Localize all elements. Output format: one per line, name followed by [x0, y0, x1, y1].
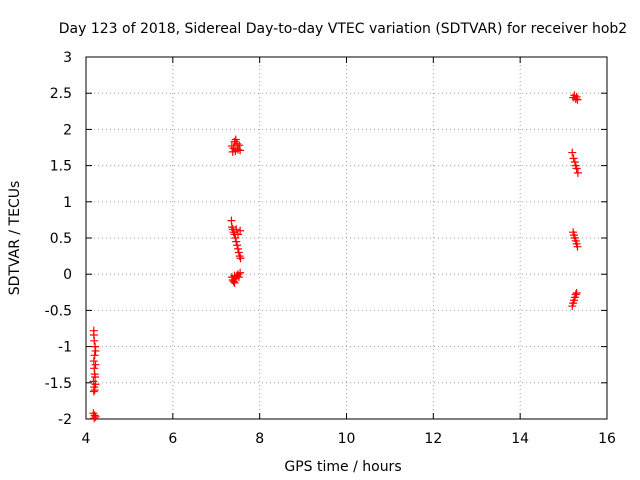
- data-point: [233, 244, 242, 253]
- data-point: [90, 336, 99, 345]
- data-point: [236, 268, 245, 277]
- data-point: [571, 290, 580, 299]
- data-point: [91, 346, 100, 355]
- data-point: [236, 146, 245, 155]
- data-point: [230, 278, 239, 287]
- data-point: [90, 414, 99, 423]
- data-point: [235, 141, 244, 150]
- x-tick-label: 14: [511, 431, 529, 447]
- x-tick-label: 6: [168, 431, 177, 447]
- y-axis-label: SDTVAR / TECUs: [7, 181, 23, 296]
- data-point: [572, 164, 581, 173]
- x-tick-label: 10: [338, 431, 356, 447]
- data-point: [573, 168, 582, 177]
- data-point: [89, 409, 98, 418]
- data-point: [232, 237, 241, 246]
- y-tick-label: -2: [58, 412, 72, 428]
- data-point: [231, 135, 240, 144]
- y-tick-label: 0: [63, 267, 72, 283]
- data-point: [90, 386, 99, 395]
- data-point: [573, 95, 582, 104]
- data-point: [572, 289, 581, 298]
- y-tick-label: -1: [58, 340, 72, 356]
- axis-ticks: 4 6 8 10 12 14 16 -2 -1.5 -1 -0.5 0 0.5 1 1.5 2 2.5 3: [45, 50, 616, 447]
- x-tick-label: 16: [598, 431, 616, 447]
- y-tick-label: -0.5: [45, 303, 72, 319]
- data-point: [235, 252, 244, 261]
- data-point: [236, 226, 245, 235]
- data-point: [228, 147, 237, 156]
- data-point: [89, 357, 98, 366]
- y-tick-label: 1.5: [50, 159, 72, 175]
- chart-title: Day 123 of 2018, Sidereal Day-to-day VTE…: [59, 21, 627, 37]
- data-point: [91, 412, 100, 421]
- data-points: [89, 91, 582, 423]
- data-point: [573, 242, 582, 251]
- data-point: [227, 223, 236, 232]
- data-point: [232, 225, 241, 234]
- data-point: [91, 360, 100, 369]
- data-point: [234, 248, 243, 257]
- y-tick-label: 3: [63, 50, 72, 66]
- data-point: [89, 387, 98, 396]
- data-point: [568, 148, 577, 157]
- y-tick-label: 2: [63, 122, 72, 138]
- data-point: [569, 154, 578, 163]
- x-tick-label: 4: [82, 431, 91, 447]
- y-tick-label: 1: [63, 195, 72, 211]
- data-point: [90, 351, 99, 360]
- data-point: [230, 271, 239, 280]
- data-point: [91, 373, 100, 382]
- data-point: [236, 254, 245, 263]
- data-point: [570, 157, 579, 166]
- x-tick-label: 12: [424, 431, 442, 447]
- grid-lines: [86, 57, 607, 419]
- y-tick-label: 2.5: [50, 86, 72, 102]
- y-tick-label: 0.5: [50, 231, 72, 247]
- data-point: [233, 230, 242, 239]
- data-point: [234, 273, 243, 282]
- y-tick-label: -1.5: [45, 376, 72, 392]
- x-tick-label: 8: [255, 431, 264, 447]
- data-point: [233, 241, 242, 250]
- x-axis-label: GPS time / hours: [284, 459, 401, 475]
